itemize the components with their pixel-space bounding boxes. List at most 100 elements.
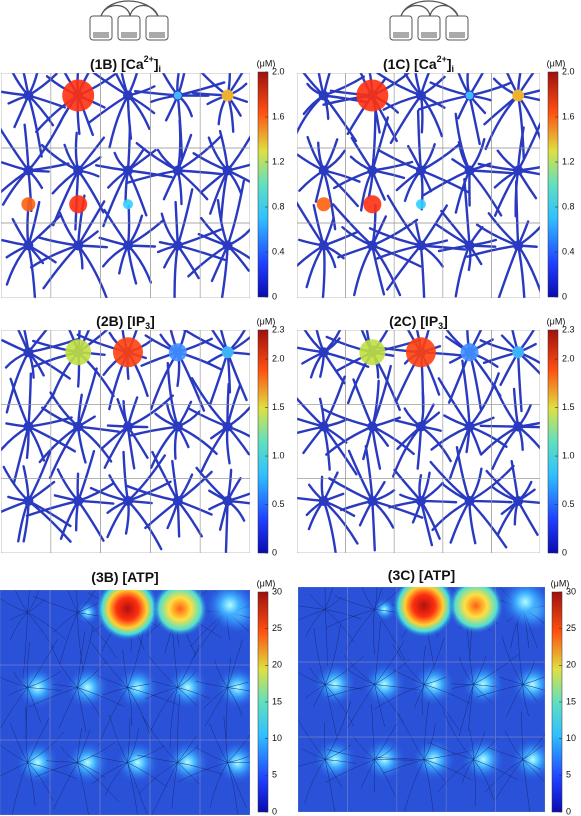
astrocyte-branch (324, 609, 328, 666)
astrocyte-branch (473, 655, 487, 685)
colorbar-tick-label: 30 (566, 586, 576, 596)
astrocyte-branch (27, 687, 78, 708)
hotspot (415, 199, 426, 210)
astrocyte-branch (33, 596, 78, 613)
astrocyte-branch (452, 684, 474, 689)
panel-title: (2B) [IP3] (96, 313, 155, 332)
soma (73, 165, 84, 176)
colorbar-tick-label: 2.0 (562, 353, 575, 363)
astrocyte-branch (522, 684, 545, 691)
astrocyte-branch (324, 655, 365, 685)
cell-border (491, 478, 540, 553)
soma (464, 240, 475, 251)
astrocyte-branch (423, 637, 445, 685)
atp-glow (461, 737, 506, 782)
astrocyte-branch (209, 762, 228, 808)
astrocyte-branch (205, 687, 228, 726)
astrocyte-branch (473, 759, 494, 801)
astrocyte-branch (127, 683, 151, 688)
atp-glow (165, 665, 210, 710)
title-part: (3C) [ATP] (388, 567, 455, 583)
image-grid (297, 73, 540, 298)
astrocyte-branch (327, 749, 375, 760)
astrocyte-branch (461, 759, 474, 784)
atp-glow (65, 665, 110, 710)
astrocyte-branch (8, 687, 28, 696)
astrocyte-branch (505, 730, 524, 760)
soma (172, 495, 183, 506)
astrocyte-branch (27, 612, 54, 648)
astrocyte-branch (404, 759, 425, 812)
astrocyte-branch (324, 684, 355, 727)
astrocyte-branch (298, 609, 326, 621)
colorbar-tick-label: 0 (562, 547, 567, 557)
astrocyte-branch (324, 759, 343, 788)
title-part: i (159, 64, 162, 74)
astrocyte-branch (0, 762, 28, 777)
astrocyte-branch (324, 597, 342, 610)
soma (122, 240, 133, 251)
image-grid (1, 330, 250, 553)
colorbar-tick-label: 30 (272, 586, 282, 596)
atp-glow (15, 740, 60, 785)
title-part: 3 (145, 321, 150, 331)
hotspot (512, 89, 525, 102)
astrocyte-branch (27, 244, 37, 298)
astrocyte-branch (393, 669, 425, 685)
astrocyte-branch (127, 687, 133, 726)
astrocyte-branch (324, 684, 364, 690)
astrocyte-branch (27, 762, 36, 806)
astrocyte-branch (473, 731, 485, 760)
colorbar-units: (μM) (257, 58, 276, 68)
setup-icon-right (389, 0, 469, 41)
colorbar-tick-label: 0 (562, 291, 567, 301)
atp-glow (313, 662, 358, 707)
colorbar-tick-label: 15 (566, 696, 576, 706)
title-part: ] (447, 56, 452, 72)
astrocyte-branch (360, 759, 375, 789)
colorbar-tick-label: 1.5 (562, 402, 575, 412)
hotspot (69, 195, 88, 214)
astrocyte-branch (127, 687, 152, 739)
astrocyte-branch (13, 671, 28, 688)
hotspot (122, 199, 133, 210)
astrocyte-branch (421, 684, 425, 716)
soma (415, 240, 426, 251)
astrocyte-branch (324, 759, 357, 764)
astrocyte-branch (127, 745, 165, 763)
panel-title: (1B) [Ca2+]i (90, 54, 161, 74)
astrocyte-branch (322, 499, 337, 553)
soma (172, 421, 183, 432)
atp-glow (165, 740, 210, 785)
astrocyte-branch (27, 687, 42, 723)
title-part: (3B) [ATP] (91, 569, 158, 585)
astrocyte-branch (77, 631, 86, 688)
astrocyte-branch (60, 746, 78, 763)
hotspot (356, 79, 389, 112)
soma (513, 240, 524, 251)
astrocyte-branch (437, 759, 474, 793)
astrocyte-branch (127, 762, 148, 815)
astrocyte-branch (227, 687, 250, 692)
soma (222, 240, 233, 251)
astrocyte-branch (352, 735, 375, 760)
atp-glow (372, 597, 397, 622)
astrocyte-branch (139, 762, 178, 794)
soma (415, 495, 426, 506)
astrocyte-branch (10, 723, 28, 763)
colorbar-tick-label: 25 (272, 623, 282, 633)
astrocyte-branch (345, 668, 375, 685)
soma (367, 240, 378, 251)
atp-glow (65, 740, 110, 785)
astrocyte-branch (127, 728, 139, 763)
astrocyte-branch (27, 718, 50, 763)
astrocyte-branch (324, 609, 362, 620)
astrocyte-branch (473, 737, 499, 760)
astrocyte-branch (298, 719, 326, 760)
astrocyte-branch (90, 641, 128, 688)
astrocyte-branch (522, 759, 545, 783)
title-part: (2C) [IP (389, 313, 438, 329)
colorbar-tick-label: 0 (272, 806, 277, 816)
astrocyte-branch (361, 587, 375, 610)
atp-glow (313, 737, 358, 782)
